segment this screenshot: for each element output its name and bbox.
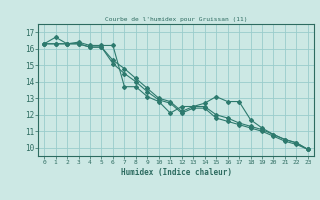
Title: Courbe de l'humidex pour Gruissan (11): Courbe de l'humidex pour Gruissan (11)	[105, 17, 247, 22]
X-axis label: Humidex (Indice chaleur): Humidex (Indice chaleur)	[121, 168, 231, 177]
